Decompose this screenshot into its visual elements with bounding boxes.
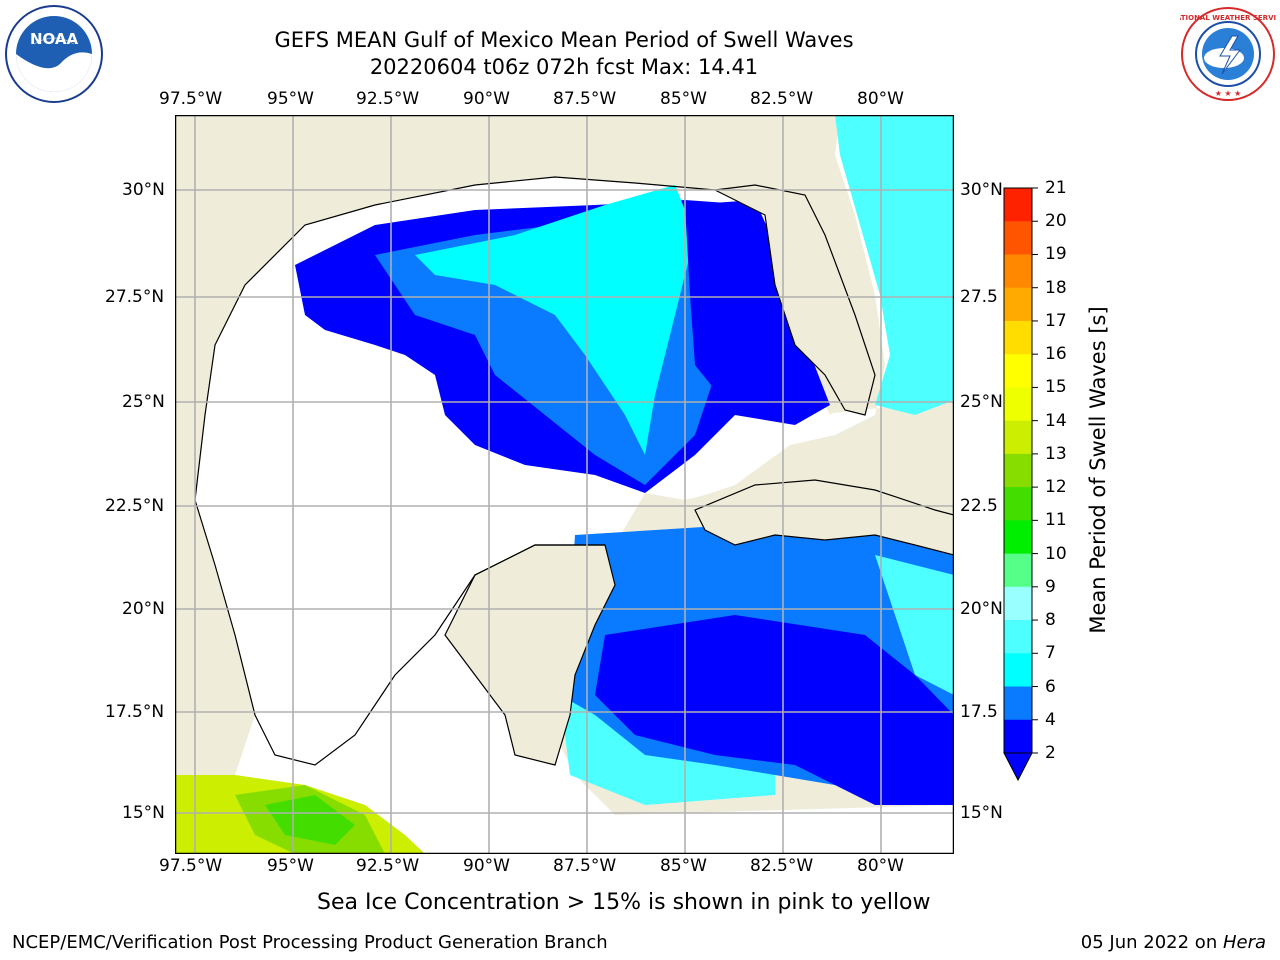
colorbar-tick-label: 20 xyxy=(1045,211,1067,232)
footer-right: 05 Jun 2022 on Hera xyxy=(1081,932,1266,953)
colorbar xyxy=(1003,187,1038,782)
lon-label: 87.5°W xyxy=(553,856,617,876)
colorbar-band xyxy=(1004,620,1032,654)
colorbar-band xyxy=(1004,487,1032,521)
caribbean-east-cyan xyxy=(875,555,954,695)
lat-label: 17.5°N xyxy=(105,702,165,722)
colorbar-tick-label: 4 xyxy=(1045,709,1056,730)
lat-label: 25°N xyxy=(122,392,165,412)
cuba-land xyxy=(694,479,954,556)
florida-land xyxy=(712,184,876,416)
map-frame xyxy=(175,115,954,854)
lon-label: 92.5°W xyxy=(356,89,420,109)
colorbar-tick-label: 17 xyxy=(1045,310,1067,331)
colorbar-tick-label: 15 xyxy=(1045,377,1067,398)
graticule xyxy=(175,115,954,854)
lon-label: 87.5°W xyxy=(553,89,617,109)
lat-label: 22.5 xyxy=(960,496,998,516)
colorbar-band xyxy=(1004,586,1032,621)
lon-label: 85°W xyxy=(660,856,707,876)
central-america-bright xyxy=(265,795,355,845)
lat-label: 15°N xyxy=(960,803,1003,823)
lon-label: 82.5°W xyxy=(750,856,814,876)
coastline xyxy=(194,176,716,766)
colorbar-band xyxy=(1004,453,1032,488)
colorbar-band xyxy=(1004,653,1032,688)
lat-label: 15°N xyxy=(122,803,165,823)
lat-label: 22.5°N xyxy=(105,496,165,516)
map-title: GEFS MEAN Gulf of Mexico Mean Period of … xyxy=(274,28,854,52)
colorbar-tick-label: 12 xyxy=(1045,477,1067,498)
footer-date: 05 Jun 2022 on xyxy=(1080,932,1223,953)
colorbar-tick-label: 13 xyxy=(1045,443,1067,464)
nws-logo-text: NATIONAL WEATHER SERVICE xyxy=(1180,14,1276,22)
colorbar-band xyxy=(1004,520,1032,555)
lon-label: 95°W xyxy=(267,856,314,876)
footer-host: Hera xyxy=(1222,932,1266,953)
colorbar-tick-label: 7 xyxy=(1045,643,1056,664)
lon-label: 92.5°W xyxy=(356,856,420,876)
sea-ice-caption: Sea Ice Concentration > 15% is shown in … xyxy=(317,890,931,915)
lat-label: 30°N xyxy=(122,180,165,200)
colorbar-band xyxy=(1004,387,1032,422)
lon-label: 90°W xyxy=(463,89,510,109)
lon-label: 97.5°W xyxy=(159,89,223,109)
noaa-logo-text: NOAA xyxy=(30,30,79,48)
colorbar-tick-label: 19 xyxy=(1045,244,1067,265)
colorbar-tick-label: 11 xyxy=(1045,510,1067,531)
colorbar-tick-label: 14 xyxy=(1045,410,1067,431)
colorbar-band xyxy=(1004,420,1032,455)
footer-left: NCEP/EMC/Verification Post Processing Pr… xyxy=(12,932,608,953)
colorbar-band xyxy=(1004,320,1032,355)
swell-east-blue xyxy=(685,200,830,425)
lat-label: 25°N xyxy=(960,392,1003,412)
colorbar-tick-label: 16 xyxy=(1045,344,1067,365)
map-panel xyxy=(175,115,954,854)
colorbar-band xyxy=(1004,287,1032,322)
lat-label: 20°N xyxy=(122,599,165,619)
lat-label: 27.5°N xyxy=(105,287,165,307)
lat-label: 20°N xyxy=(960,599,1003,619)
colorbar-band xyxy=(1004,254,1032,289)
lon-label: 80°W xyxy=(857,89,904,109)
swell-band-cyan xyxy=(415,185,695,455)
colorbar-extend-min xyxy=(1003,752,1033,782)
lon-label: 90°W xyxy=(463,856,510,876)
colorbar-band xyxy=(1004,354,1032,388)
colorbar-band xyxy=(1004,188,1032,222)
lon-label: 82.5°W xyxy=(750,89,814,109)
colorbar-band xyxy=(1004,221,1032,255)
colorbar-tick-label: 8 xyxy=(1045,610,1056,631)
colorbar-tick-label: 2 xyxy=(1045,743,1056,763)
noaa-logo: NOAA xyxy=(5,5,103,103)
caribbean-cyan xyxy=(560,695,775,805)
lat-label: 30°N xyxy=(960,180,1003,200)
colorbar-band xyxy=(1004,553,1032,588)
lon-label: 95°W xyxy=(267,89,314,109)
lon-label: 97.5°W xyxy=(159,856,223,876)
colorbar-tick-label: 6 xyxy=(1045,676,1056,697)
map-subtitle: 20220604 t06z 072h fcst Max: 14.41 xyxy=(369,55,759,79)
colorbar-band xyxy=(1004,719,1032,754)
lat-label: 17.5 xyxy=(960,702,998,722)
colorbar-tick-label: 21 xyxy=(1045,178,1067,198)
lat-label: 27.5 xyxy=(960,287,998,307)
colorbar-band xyxy=(1004,686,1032,721)
lon-label: 80°W xyxy=(857,856,904,876)
lon-label: 85°W xyxy=(660,89,707,109)
colorbar-tick-label: 9 xyxy=(1045,576,1056,597)
svg-text:★ ★ ★: ★ ★ ★ xyxy=(1215,89,1242,98)
colorbar-tick-label: 18 xyxy=(1045,277,1067,298)
nws-logo: NATIONAL WEATHER SERVICE ★ ★ ★ xyxy=(1180,7,1276,101)
colorbar-tick-label: 10 xyxy=(1045,543,1067,564)
